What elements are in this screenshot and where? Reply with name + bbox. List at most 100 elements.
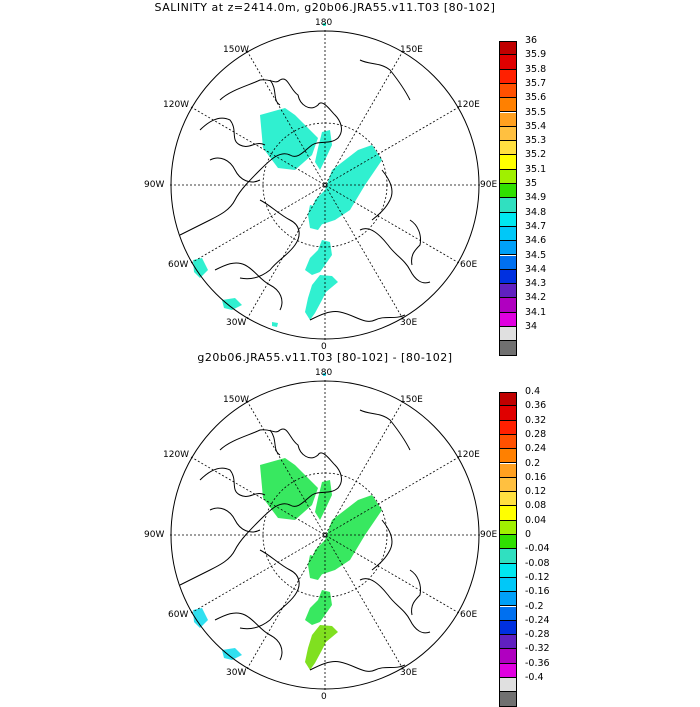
colorbar-label: 34: [525, 321, 538, 332]
colorbar-swatch: [499, 477, 517, 493]
colorbar-label: 0.12: [525, 486, 547, 498]
colorbar-swatch: [499, 420, 517, 435]
map2-lon-top: 180: [315, 368, 333, 378]
colorbar-label: -0.12: [525, 571, 550, 583]
colorbar-label: 0.24: [525, 443, 547, 455]
polar-map-difference: 180 0 90W 90E 150W 120W 150E 120E 60W 30…: [144, 368, 497, 702]
colorbar-swatch: [499, 155, 517, 170]
colorbar-swatch: [499, 212, 517, 227]
colorbar-label: 35.5: [525, 106, 547, 118]
map2-coastlines: [179, 409, 431, 672]
colorbar-swatch: [499, 663, 517, 678]
map2-lon-150e: 150E: [400, 395, 423, 405]
colorbar-label: 35.2: [525, 149, 547, 161]
colorbar-label: 34.3: [525, 278, 547, 290]
colorbar-label: 34.2: [525, 292, 547, 304]
map2-svg: [170, 373, 480, 690]
colorbar-label: 0.32: [525, 414, 547, 426]
map2-lon-150w: 150W: [223, 395, 250, 405]
map1-lon-120e: 120E: [457, 100, 480, 110]
colorbar-swatch: [499, 535, 517, 550]
colorbar-frame: [499, 41, 517, 356]
map1-lon-bottom: 0: [321, 342, 327, 352]
colorbar-swatch: [499, 169, 517, 184]
colorbar-label: 35.6: [525, 92, 547, 104]
colorbar-swatch: [499, 449, 517, 464]
map2-lon-60e: 60E: [460, 610, 478, 620]
map1-lon-150w: 150W: [223, 45, 250, 55]
colorbar-label: 0.2: [525, 457, 541, 469]
map2-lon-bottom: 0: [321, 692, 327, 702]
map1-lon-150e: 150E: [400, 45, 423, 55]
colorbar-label: 0.16: [525, 471, 547, 483]
map1-lon-top: 180: [315, 18, 333, 28]
map2-lon-120w: 120W: [163, 450, 190, 460]
colorbar-label: 35.8: [525, 63, 547, 75]
colorbar-frame: [499, 392, 517, 707]
colorbar-swatch: [499, 606, 517, 621]
colorbar-swatch: [499, 83, 517, 99]
colorbar-swatch: [499, 284, 517, 299]
colorbar-label: 36: [525, 35, 538, 46]
map1-lon-30w: 30W: [226, 318, 247, 328]
colorbar-label: 34.8: [525, 206, 547, 218]
colorbar-swatch: [499, 635, 517, 650]
map2-lon-60w: 60W: [168, 610, 189, 620]
colorbar-swatch: [499, 392, 517, 407]
colorbar-swatch: [499, 649, 517, 664]
map2-lon-right: 90E: [480, 530, 498, 540]
colorbar-swatch: [499, 492, 517, 507]
colorbar-label: 35.1: [525, 163, 547, 175]
map1-lon-right: 90E: [480, 180, 498, 190]
map1-data-fill: [193, 23, 382, 327]
colorbar-swatch: [499, 577, 517, 593]
colorbar-label: -0.28: [525, 629, 550, 641]
colorbar-swatch: [499, 241, 517, 256]
colorbar-label: -0.36: [525, 657, 550, 669]
colorbar-label: 0.36: [525, 400, 547, 412]
colorbar-label: 34.4: [525, 263, 547, 275]
colorbar-swatch: [499, 312, 517, 327]
map2-data-fill: [193, 373, 382, 670]
map2-lon-left: 90W: [144, 530, 165, 540]
colorbar-swatch: [499, 520, 517, 535]
colorbar-label: 34.6: [525, 235, 547, 247]
colorbar-label: -0.32: [525, 643, 550, 655]
colorbar-label: 0.4: [525, 386, 541, 397]
colorbar-label: 35.7: [525, 77, 547, 89]
colorbar-label: -0.16: [525, 586, 550, 598]
colorbar-swatch: [499, 198, 517, 213]
colorbar-label: -0.04: [525, 543, 550, 555]
colorbar-swatch: [499, 406, 517, 421]
colorbar-swatch: [499, 563, 517, 578]
colorbar-swatch: [499, 98, 517, 113]
colorbar-label: 0.04: [525, 514, 547, 526]
colorbar-swatch: [499, 327, 517, 342]
map2-lon-30w: 30W: [226, 668, 247, 678]
colorbar-label: 34.1: [525, 306, 547, 318]
colorbar-swatch: [499, 298, 517, 313]
colorbar-swatch: [499, 620, 517, 636]
colorbar-swatch: [499, 69, 517, 84]
colorbar-label: -0.4: [525, 672, 544, 683]
colorbar-swatch: [499, 434, 517, 450]
colorbar-label: 0.28: [525, 428, 547, 440]
colorbar-swatch: [499, 255, 517, 270]
map1-lon-120w: 120W: [163, 100, 190, 110]
map1-lon-left: 90W: [144, 180, 165, 190]
map1-lon-30e: 30E: [400, 318, 418, 328]
colorbar-swatch: [499, 592, 517, 607]
polar-map-salinity: 180 0 90W 90E 150W 120W 150E 120E 60W 30…: [144, 18, 497, 352]
panel1-title: SALINITY at z=2414.0m, g20b06.JRA55.v11.…: [154, 1, 496, 14]
colorbar-label: -0.08: [525, 557, 550, 569]
colorbar-label: 34.5: [525, 249, 547, 261]
colorbar-swatch: [499, 549, 517, 564]
map1-lon-60e: 60E: [460, 260, 478, 270]
colorbar-label: -0.24: [525, 614, 550, 626]
colorbar-label: 35.4: [525, 120, 547, 132]
colorbar-swatch: [499, 269, 517, 285]
colorbar-swatch: [499, 41, 517, 56]
colorbar-swatch: [499, 55, 517, 70]
colorbar-label: -0.2: [525, 600, 544, 612]
colorbar-swatch: [499, 463, 517, 478]
